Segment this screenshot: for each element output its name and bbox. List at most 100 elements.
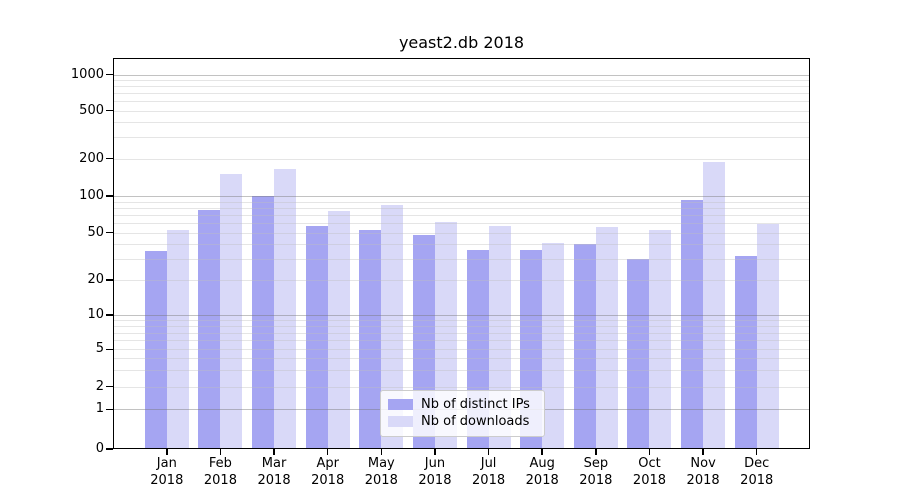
y-tick-label: 2 bbox=[95, 378, 104, 394]
minor-gridline bbox=[113, 222, 810, 224]
bar-nov-distinct-ips bbox=[681, 200, 704, 449]
y-tick-label: 200 bbox=[79, 150, 104, 166]
bar-jan-distinct-ips bbox=[144, 250, 167, 449]
major-gridline bbox=[113, 315, 810, 316]
y-tick-label: 5 bbox=[95, 341, 104, 357]
x-tick-label: Jul 2018 bbox=[472, 456, 506, 488]
legend-swatch-downloads bbox=[388, 416, 413, 427]
bar-jan-downloads bbox=[166, 230, 189, 449]
x-tick-label: Dec 2018 bbox=[740, 456, 774, 488]
y-tick-label: 10 bbox=[87, 307, 104, 322]
y-tick-mark bbox=[106, 448, 113, 450]
minor-gridline bbox=[113, 332, 810, 334]
x-tick-mark bbox=[273, 449, 275, 455]
minor-gridline bbox=[113, 158, 810, 160]
x-tick-mark bbox=[755, 449, 758, 455]
bar-feb-downloads bbox=[220, 174, 243, 449]
minor-gridline bbox=[113, 122, 810, 124]
minor-gridline bbox=[113, 349, 810, 351]
minor-gridline bbox=[113, 280, 810, 281]
x-tick-mark bbox=[380, 449, 383, 455]
bar-dec-downloads bbox=[756, 223, 779, 449]
minor-gridline bbox=[113, 214, 810, 216]
x-tick-mark bbox=[219, 449, 222, 455]
minor-gridline bbox=[113, 93, 810, 95]
bar-dec-distinct-ips bbox=[734, 255, 757, 449]
minor-gridline bbox=[113, 370, 810, 372]
x-tick-mark bbox=[326, 449, 329, 455]
major-gridline bbox=[113, 196, 810, 197]
bar-feb-distinct-ips bbox=[198, 210, 221, 449]
x-tick-mark bbox=[166, 449, 168, 455]
x-tick-label: Mar 2018 bbox=[257, 456, 291, 488]
y-tick-label: 1 bbox=[95, 401, 104, 417]
x-tick-label: Jun 2018 bbox=[418, 456, 452, 488]
x-tick-mark bbox=[595, 449, 597, 455]
bar-sep-distinct-ips bbox=[573, 244, 596, 449]
minor-gridline bbox=[113, 320, 810, 322]
y-tick-mark bbox=[106, 385, 113, 388]
x-tick-mark bbox=[648, 449, 651, 455]
y-tick-mark bbox=[106, 348, 113, 351]
x-tick-label: Aug 2018 bbox=[525, 456, 559, 488]
y-tick-mark bbox=[106, 314, 113, 316]
y-tick-mark bbox=[106, 109, 113, 112]
minor-gridline bbox=[113, 244, 810, 246]
bar-oct-downloads bbox=[649, 230, 672, 449]
x-tick-mark bbox=[487, 449, 490, 455]
x-tick-label: Nov 2018 bbox=[686, 456, 720, 488]
x-tick-label: Feb 2018 bbox=[203, 456, 237, 488]
bar-mar-distinct-ips bbox=[252, 196, 275, 449]
legend-label-downloads: Nb of downloads bbox=[421, 413, 530, 429]
legend-swatch-distinct-ips bbox=[388, 399, 413, 410]
bar-may-downloads bbox=[381, 205, 404, 449]
x-tick-mark bbox=[541, 449, 543, 455]
y-tick-label: 50 bbox=[87, 224, 104, 240]
x-tick-label: Jan 2018 bbox=[150, 456, 184, 488]
legend: Nb of distinct IPs Nb of downloads bbox=[380, 390, 545, 437]
y-tick-mark bbox=[106, 408, 113, 411]
bar-may-distinct-ips bbox=[359, 230, 382, 449]
x-tick-label: Sep 2018 bbox=[579, 456, 613, 488]
minor-gridline bbox=[113, 101, 810, 103]
legend-item-downloads: Nb of downloads bbox=[388, 413, 536, 430]
minor-gridline bbox=[113, 258, 810, 260]
y-tick-label: 0 bbox=[95, 441, 104, 456]
legend-item-distinct-ips: Nb of distinct IPs bbox=[388, 396, 536, 413]
minor-gridline bbox=[113, 207, 810, 209]
y-tick-label: 100 bbox=[79, 188, 104, 203]
y-tick-label: 1000 bbox=[70, 66, 104, 82]
minor-gridline bbox=[113, 386, 810, 388]
bar-oct-distinct-ips bbox=[627, 258, 650, 449]
bar-aug-downloads bbox=[542, 242, 565, 449]
minor-gridline bbox=[113, 201, 810, 203]
x-tick-label: Oct 2018 bbox=[632, 456, 667, 488]
y-tick-mark bbox=[106, 231, 113, 234]
minor-gridline bbox=[113, 340, 810, 342]
x-tick-mark bbox=[702, 449, 704, 455]
bar-nov-downloads bbox=[703, 162, 726, 449]
minor-gridline bbox=[113, 232, 810, 234]
minor-gridline bbox=[113, 79, 810, 81]
minor-gridline bbox=[113, 326, 810, 328]
x-tick-label: May 2018 bbox=[364, 456, 398, 488]
chart-title: yeast2.db 2018 bbox=[398, 33, 525, 52]
legend-label-distinct-ips: Nb of distinct IPs bbox=[421, 396, 530, 412]
minor-gridline bbox=[113, 86, 810, 88]
bar-apr-downloads bbox=[327, 211, 350, 449]
minor-gridline bbox=[113, 137, 810, 139]
y-tick-mark bbox=[106, 73, 113, 76]
y-tick-label: 20 bbox=[87, 272, 104, 287]
bar-mar-downloads bbox=[274, 169, 297, 449]
y-tick-label: 500 bbox=[79, 102, 104, 118]
x-tick-label: Apr 2018 bbox=[311, 456, 345, 488]
minor-gridline bbox=[113, 358, 810, 360]
bar-apr-distinct-ips bbox=[305, 225, 328, 449]
y-tick-mark bbox=[106, 195, 113, 197]
bar-sep-downloads bbox=[595, 227, 618, 449]
major-gridline bbox=[113, 74, 810, 76]
x-tick-mark bbox=[434, 449, 436, 455]
y-tick-mark bbox=[106, 157, 113, 160]
y-tick-mark bbox=[106, 279, 113, 281]
